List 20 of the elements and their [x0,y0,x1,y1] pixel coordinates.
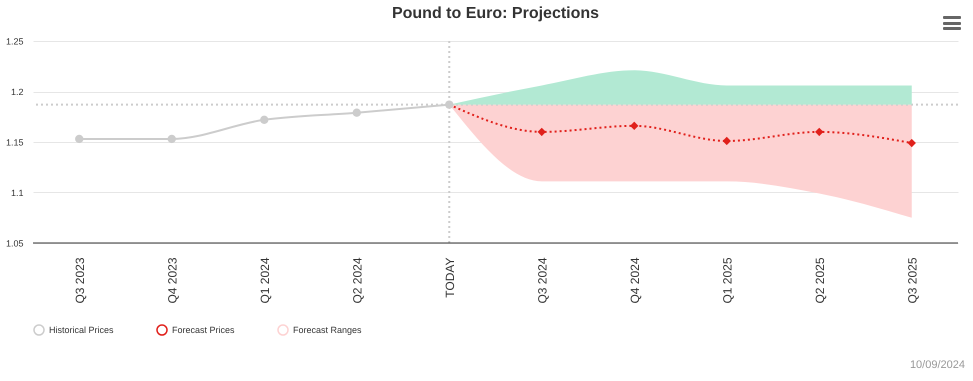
x-tick-label: TODAY [442,258,457,298]
x-tick-label: Q4 2023 [165,257,180,304]
y-tick-label: 1.25 [6,36,24,46]
y-tick-label: 1.15 [6,138,24,148]
x-tick-label: Q3 2025 [905,257,920,304]
x-tick-label: Q1 2025 [720,257,734,304]
y-tick-label: 1.05 [6,238,24,248]
x-tick-label: Q4 2024 [628,257,642,304]
legend-label: Forecast Prices [172,325,236,335]
x-tick-label: Q2 2024 [350,257,364,304]
legend-label: Forecast Ranges [293,325,362,335]
x-tick-label: Q1 2024 [258,257,272,304]
legend-label: Historical Prices [49,325,114,335]
y-tick-label: 1.2 [10,87,24,97]
text: 10/09/2024 [910,359,965,371]
chart-title: Pound to Euro: Projections [392,5,600,22]
x-tick-label: Q3 2023 [72,257,87,304]
y-tick-label: 1.1 [10,188,24,198]
x-tick-label: Q2 2025 [812,257,827,304]
x-tick-label: Q3 2024 [535,257,550,304]
